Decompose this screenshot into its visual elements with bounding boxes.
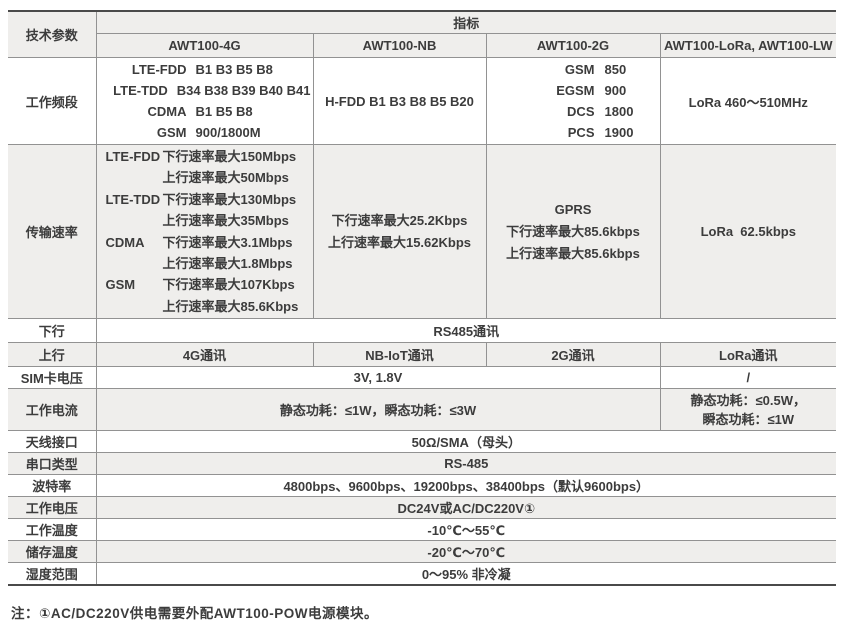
row-label-baud-rate: 波特率 bbox=[8, 474, 97, 498]
row-downlink: 下行 RS485通讯 bbox=[8, 318, 837, 344]
row-rate: 传输速率 LTE-FDD 下行速率最大150Mbps 上行速率最大50Mbps L… bbox=[8, 143, 837, 320]
uplink-4g-cell: 4G通讯 bbox=[95, 342, 314, 368]
downlink-value-cell: RS485通讯 bbox=[95, 318, 837, 344]
row-label-working-voltage: 工作电压 bbox=[8, 496, 97, 520]
humidity-value-cell: 0～95% 非冷凝 bbox=[95, 562, 837, 586]
row-label-antenna: 天线接口 bbox=[8, 430, 97, 454]
rate-4g-cell: LTE-FDD 下行速率最大150Mbps 上行速率最大50Mbps LTE-TD… bbox=[95, 143, 314, 320]
rate-line: 上行速率最大1.8Mbps bbox=[162, 256, 293, 272]
working-temp-value-cell: -10℃～55℃ bbox=[95, 518, 837, 542]
frequency-2g-cell: GSM 850 EGSM 900 DCS 1800 PCS 1900 bbox=[485, 57, 661, 145]
row-baud-rate: 波特率 4800bps、9600bps、19200bps、38400bps（默认… bbox=[8, 474, 837, 498]
uplink-nb-cell: NB-IoT通讯 bbox=[312, 342, 487, 368]
row-working-temp: 工作温度 -10℃～55℃ bbox=[8, 518, 837, 542]
row-label-working-current: 工作电流 bbox=[8, 388, 97, 432]
header-row-models: AWT100-4G AWT100-NB AWT100-2G AWT100-LoR… bbox=[8, 33, 837, 58]
row-label-frequency: 工作频段 bbox=[8, 57, 97, 145]
freq-line: GSM 900/1800M bbox=[156, 125, 261, 140]
row-label-rate: 传输速率 bbox=[8, 143, 97, 320]
rate-line: LTE-TDD 下行速率最大130Mbps bbox=[105, 191, 297, 207]
param-header-cell: 技术参数 bbox=[8, 10, 97, 58]
row-label-downlink: 下行 bbox=[8, 318, 97, 344]
model-header-2g: AWT100-2G bbox=[485, 33, 661, 58]
rate-line: 上行速率最大85.6Kbps bbox=[162, 298, 299, 314]
rate-nb-cell: 下行速率最大25.2Kbps 上行速率最大15.62Kbps bbox=[312, 143, 487, 320]
row-uplink: 上行 4G通讯 NB-IoT通讯 2G通讯 LoRa通讯 bbox=[8, 342, 837, 368]
row-label-uplink: 上行 bbox=[8, 342, 97, 368]
frequency-lora-cell: LoRa 460～510MHz bbox=[659, 57, 837, 145]
row-storage-temp: 储存温度 -20℃～70℃ bbox=[8, 540, 837, 564]
row-label-working-temp: 工作温度 bbox=[8, 518, 97, 542]
model-header-lora: AWT100-LoRa, AWT100-LW bbox=[659, 33, 837, 58]
serial-type-value-cell: RS-485 bbox=[95, 452, 837, 476]
header-row-indicator: 技术参数 指标 bbox=[8, 10, 837, 58]
sim-voltage-value-cell: 3V, 1.8V bbox=[95, 366, 661, 390]
rate-line: GSM 下行速率最大107Kbps bbox=[105, 277, 295, 293]
row-frequency: 工作频段 LTE-FDD B1 B3 B5 B8 LTE-TDD B34 B38 B… bbox=[8, 57, 837, 145]
row-sim-voltage: SIM卡电压 3V, 1.8V / bbox=[8, 366, 837, 390]
working-current-lora-cell: 静态功耗：≤0.5W， 瞬态功耗：≤1W bbox=[659, 388, 837, 432]
freq-line: LTE-TDD B34 B38 B39 B40 B41 bbox=[113, 83, 311, 98]
rate-2g-lines: GPRS 下行速率最大85.6kbps 上行速率最大85.6kbps bbox=[506, 201, 640, 261]
rate-nb-lines: 下行速率最大25.2Kbps 上行速率最大15.62Kbps bbox=[327, 212, 472, 250]
frequency-4g-cell: LTE-FDD B1 B3 B5 B8 LTE-TDD B34 B38 B39 B4… bbox=[95, 57, 314, 145]
freq-line: CDMA B1 B5 B8 bbox=[147, 104, 253, 119]
rate-lora-cell: LoRa 62.5kbps bbox=[659, 143, 837, 320]
uplink-2g-cell: 2G通讯 bbox=[485, 342, 661, 368]
row-label-humidity: 湿度范围 bbox=[8, 562, 97, 586]
antenna-value-cell: 50Ω/SMA（母头） bbox=[95, 430, 837, 454]
row-humidity: 湿度范围 0～95% 非冷凝 bbox=[8, 562, 837, 586]
working-current-lora-lines: 静态功耗：≤0.5W， 瞬态功耗：≤1W bbox=[690, 392, 806, 427]
rate-line: 上行速率最大50Mbps bbox=[162, 170, 289, 186]
row-working-voltage: 工作电压 DC24V或AC/DC220V① bbox=[8, 496, 837, 520]
uplink-lora-cell: LoRa通讯 bbox=[659, 342, 837, 368]
frequency-nb-cell: H-FDD B1 B3 B8 B5 B20 bbox=[312, 57, 487, 145]
row-working-current: 工作电流 静态功耗：≤1W，瞬态功耗：≤3W 静态功耗：≤0.5W， 瞬态功耗：… bbox=[8, 388, 837, 432]
footnote: 注：①AC/DC220V供电需要外配AWT100-POW电源模块。 bbox=[11, 606, 378, 622]
row-label-storage-temp: 储存温度 bbox=[8, 540, 97, 564]
freq-line: EGSM 900 bbox=[556, 83, 627, 98]
indicator-header-cell: 指标 bbox=[95, 10, 837, 34]
model-header-4g: AWT100-4G bbox=[96, 33, 314, 58]
working-current-value-cell: 静态功耗：≤1W，瞬态功耗：≤3W bbox=[95, 388, 661, 432]
row-label-sim-voltage: SIM卡电压 bbox=[8, 366, 97, 390]
rate-2g-cell: GPRS 下行速率最大85.6kbps 上行速率最大85.6kbps bbox=[485, 143, 661, 320]
freq-line: PCS 1900 bbox=[567, 125, 634, 140]
freq-line: LTE-FDD B1 B3 B5 B8 bbox=[131, 62, 273, 77]
working-voltage-value-cell: DC24V或AC/DC220V① bbox=[95, 496, 837, 520]
rate-line: LTE-FDD 下行速率最大150Mbps bbox=[105, 149, 297, 164]
freq-line: GSM 850 bbox=[564, 62, 627, 77]
row-label-serial-type: 串口类型 bbox=[8, 452, 97, 476]
spec-table: 技术参数 指标 AWT100-4G AWT100-NB AWT100-2G AW… bbox=[8, 10, 837, 587]
row-antenna: 天线接口 50Ω/SMA（母头） bbox=[8, 430, 837, 454]
rate-line: 上行速率最大35Mbps bbox=[162, 213, 289, 229]
rate-line: CDMA 下行速率最大3.1Mbps bbox=[105, 234, 293, 250]
baud-rate-value-cell: 4800bps、9600bps、19200bps、38400bps（默认9600… bbox=[95, 474, 837, 498]
model-header-nb: AWT100-NB bbox=[312, 33, 487, 58]
row-serial-type: 串口类型 RS-485 bbox=[8, 452, 837, 476]
storage-temp-value-cell: -20℃～70℃ bbox=[95, 540, 837, 564]
freq-line: DCS 1800 bbox=[567, 104, 634, 119]
sim-voltage-lora-cell: / bbox=[659, 366, 837, 390]
